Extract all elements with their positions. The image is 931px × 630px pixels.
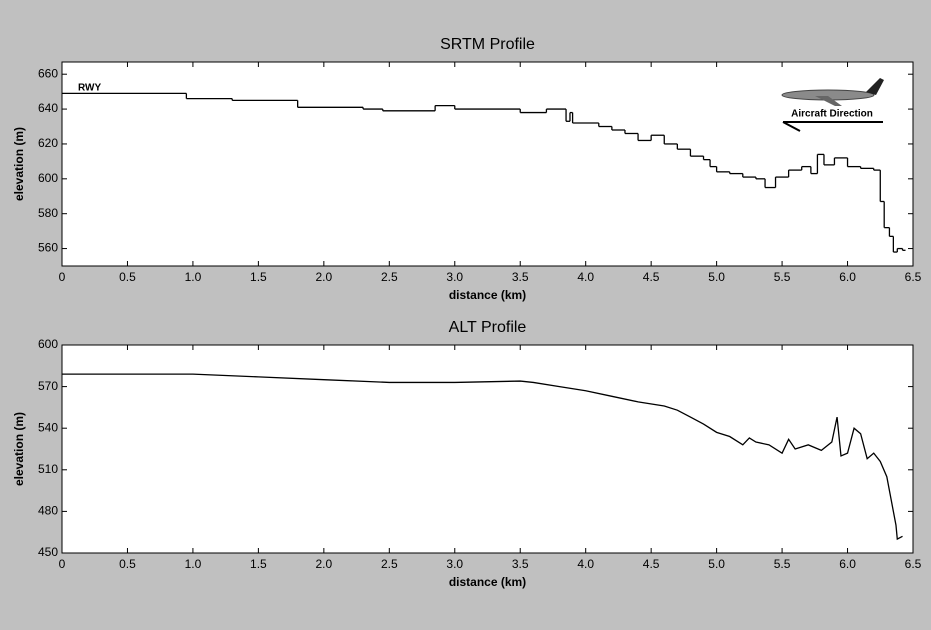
y-tick-label: 540	[38, 420, 58, 434]
x-tick-label: 2.0	[316, 557, 333, 571]
x-tick-label: 5.0	[708, 557, 725, 571]
x-tick-label: 3.0	[446, 270, 463, 284]
y-tick-label: 600	[38, 171, 58, 185]
x-tick-label: 4.5	[643, 557, 660, 571]
x-tick-label: 4.5	[643, 270, 660, 284]
y-axis-label: elevation (m)	[12, 412, 26, 486]
x-tick-label: 6.0	[839, 557, 856, 571]
wing	[815, 96, 842, 106]
x-tick-label: 4.0	[577, 557, 594, 571]
x-tick-label: 5.5	[774, 557, 791, 571]
y-tick-label: 480	[38, 504, 58, 518]
x-tick-label: 3.5	[512, 557, 529, 571]
x-tick-label: 1.5	[250, 270, 267, 284]
x-tick-label: 3.5	[512, 270, 529, 284]
x-tick-label: 0	[59, 557, 66, 571]
x-axis-label: distance (km)	[449, 575, 526, 589]
y-axis-label: elevation (m)	[12, 127, 26, 201]
line	[62, 373, 903, 541]
x-tick-label: 1.0	[185, 557, 202, 571]
x-tick-label: 6.0	[839, 270, 856, 284]
x-tick-label: 6.5	[905, 270, 922, 284]
y-tick-label: 450	[38, 545, 58, 559]
x-tick-label: 1.5	[250, 557, 267, 571]
x-tick-label: 6.5	[905, 557, 922, 571]
plot-area	[61, 61, 914, 267]
y-tick-label: 640	[38, 101, 58, 115]
x-tick-label: 0.5	[119, 270, 136, 284]
x-tick-label: 4.0	[577, 270, 594, 284]
y-tick-label: 580	[38, 206, 58, 220]
y-tick-label: 600	[38, 337, 58, 351]
x-axis-label: distance (km)	[449, 288, 526, 302]
direction-arrow	[782, 121, 801, 132]
y-tick-label: 620	[38, 136, 58, 150]
annotation: RWY	[78, 83, 101, 94]
x-tick-label: 5.5	[774, 270, 791, 284]
x-tick-label: 5.0	[708, 270, 725, 284]
annotation: Aircraft Direction	[791, 109, 873, 120]
x-tick-label: 0	[59, 270, 66, 284]
y-tick-label: 660	[38, 66, 58, 80]
chart-title: ALT Profile	[449, 319, 527, 336]
y-tick-label: 570	[38, 379, 58, 393]
x-tick-label: 3.0	[446, 557, 463, 571]
y-tick-label: 510	[38, 462, 58, 476]
chart-title: SRTM Profile	[440, 36, 535, 53]
x-tick-label: 1.0	[185, 270, 202, 284]
x-tick-label: 2.0	[316, 270, 333, 284]
y-tick-label: 560	[38, 241, 58, 255]
aircraft-icon	[781, 78, 884, 132]
x-tick-label: 2.5	[381, 270, 398, 284]
tail	[866, 78, 884, 95]
plot-area	[61, 344, 914, 554]
x-tick-label: 2.5	[381, 557, 398, 571]
x-tick-label: 0.5	[119, 557, 136, 571]
